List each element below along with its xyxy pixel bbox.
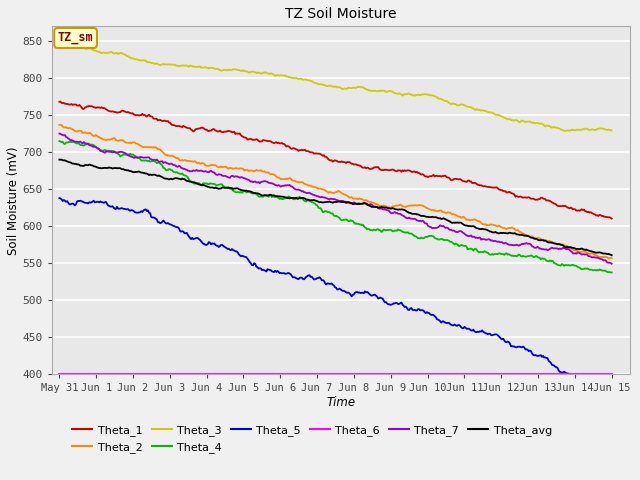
X-axis label: Time: Time [326, 396, 356, 409]
Title: TZ Soil Moisture: TZ Soil Moisture [285, 7, 397, 21]
Legend: Theta_1, Theta_2, Theta_3, Theta_4, Theta_5, Theta_6, Theta_7, Theta_avg: Theta_1, Theta_2, Theta_3, Theta_4, Thet… [72, 425, 552, 453]
Text: TZ_sm: TZ_sm [58, 32, 93, 45]
Y-axis label: Soil Moisture (mV): Soil Moisture (mV) [7, 146, 20, 254]
